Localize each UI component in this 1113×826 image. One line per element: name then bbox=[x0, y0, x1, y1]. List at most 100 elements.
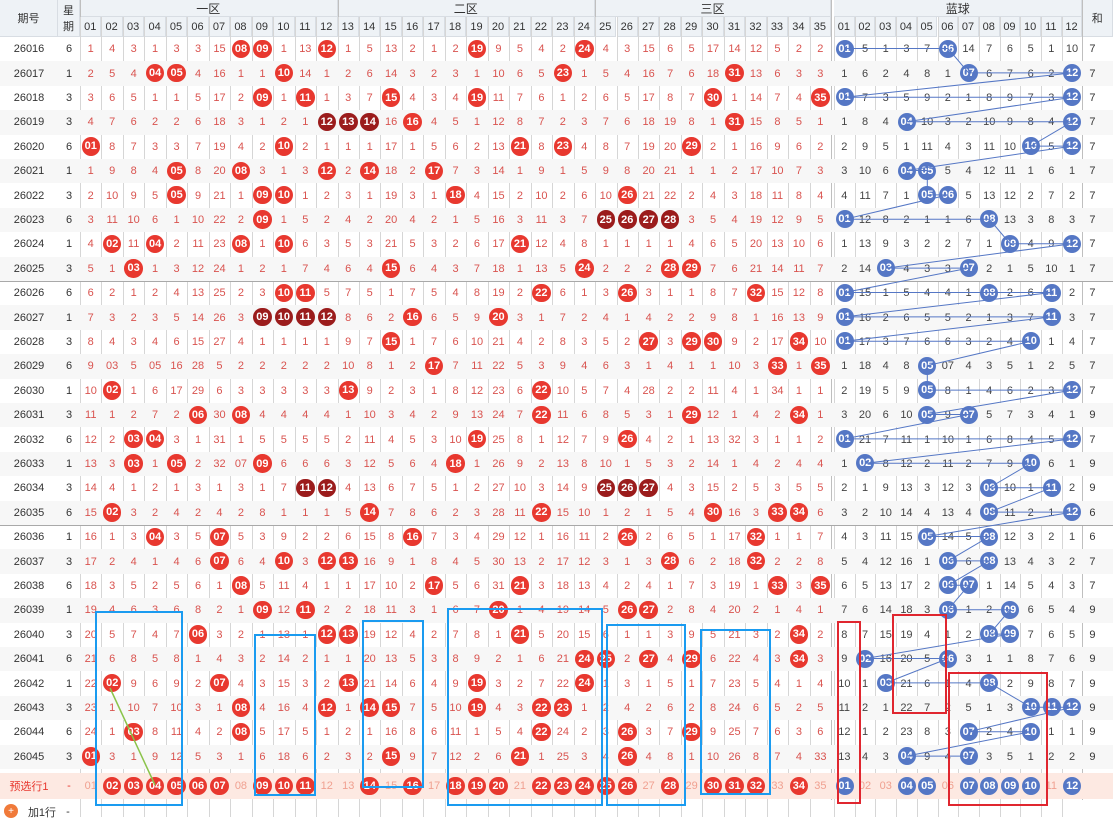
predict-blue-ball-09[interactable]: 09 bbox=[1001, 776, 1020, 795]
period-26038[interactable]: 26038 bbox=[13, 579, 45, 592]
period-26024[interactable]: 26024 bbox=[13, 238, 45, 251]
period-26021[interactable]: 26021 bbox=[13, 165, 45, 178]
predict-red-ball-28[interactable]: 28 bbox=[660, 776, 680, 795]
predict-blue-ball-05[interactable]: 05 bbox=[918, 776, 937, 795]
column-period-header[interactable]: 期号 bbox=[0, 0, 58, 37]
predict-red-num-08[interactable]: 08 bbox=[234, 780, 248, 792]
period-26030[interactable]: 26030 bbox=[13, 384, 45, 397]
predict-red-ball-20[interactable]: 20 bbox=[489, 776, 508, 795]
period-26018[interactable]: 26018 bbox=[13, 91, 45, 104]
red-miss-cell: 1 bbox=[667, 579, 674, 592]
predict-red-ball-07[interactable]: 07 bbox=[210, 776, 229, 795]
predict-red-ball-31[interactable]: 31 bbox=[725, 776, 744, 795]
predict-red-ball-09[interactable]: 09 bbox=[253, 776, 272, 795]
predict-blue-num-11[interactable]: 11 bbox=[1045, 780, 1058, 792]
predict-red-num-01[interactable]: 01 bbox=[84, 780, 97, 792]
predict-red-ball-18[interactable]: 18 bbox=[446, 776, 465, 795]
period-26039[interactable]: 26039 bbox=[13, 604, 45, 617]
period-26019[interactable]: 26019 bbox=[13, 116, 45, 129]
predict-red-num-21[interactable]: 21 bbox=[513, 780, 527, 792]
predict-red-ball-26[interactable]: 26 bbox=[618, 776, 637, 795]
red-miss-cell: 5 bbox=[645, 457, 652, 470]
period-26043[interactable]: 26043 bbox=[13, 701, 45, 714]
predict-red-num-27[interactable]: 27 bbox=[642, 780, 655, 792]
predict-red-ball-23[interactable]: 23 bbox=[553, 776, 573, 795]
blue-miss-cell: 4 bbox=[924, 628, 931, 641]
period-26036[interactable]: 26036 bbox=[13, 531, 45, 544]
period-26035[interactable]: 26035 bbox=[13, 506, 45, 519]
predict-red-ball-05[interactable]: 05 bbox=[167, 776, 186, 795]
predict-red-ball-25[interactable]: 25 bbox=[596, 776, 616, 795]
predict-red-ball-22[interactable]: 22 bbox=[532, 776, 551, 795]
blue-miss-cell: 7 bbox=[861, 91, 869, 104]
predict-red-ball-16[interactable]: 16 bbox=[403, 776, 422, 795]
predict-red-ball-04[interactable]: 04 bbox=[145, 776, 165, 795]
red-miss-cell: 4 bbox=[259, 555, 266, 568]
blue-miss-cell: 6 bbox=[882, 409, 889, 422]
predict-red-ball-02[interactable]: 02 bbox=[102, 776, 122, 795]
period-26031[interactable]: 26031 bbox=[13, 409, 45, 422]
red-miss-cell: 3 bbox=[259, 287, 266, 300]
predict-red-ball-19[interactable]: 19 bbox=[467, 776, 487, 795]
period-26032[interactable]: 26032 bbox=[13, 433, 45, 446]
red-miss-cell: 3 bbox=[388, 409, 395, 422]
add-row-label[interactable]: 加1行 bbox=[27, 807, 57, 819]
period-26026[interactable]: 26026 bbox=[13, 287, 45, 300]
predict-red-ball-34[interactable]: 34 bbox=[789, 776, 809, 795]
predict-row[interactable]: 预选行1-01 02 03 04 05 06 07 08 09 10 11 12 13 14 15 16 17 1… bbox=[0, 773, 1113, 799]
predict-blue-ball-08[interactable]: 08 bbox=[980, 776, 999, 795]
period-26041[interactable]: 26041 bbox=[13, 653, 45, 666]
predict-red-num-35[interactable]: 35 bbox=[814, 780, 827, 792]
predict-red-num-17[interactable]: 17 bbox=[427, 780, 441, 792]
predict-red-ball-32[interactable]: 32 bbox=[746, 776, 766, 795]
period-26045[interactable]: 26045 bbox=[13, 750, 45, 763]
predict-red-num-13[interactable]: 13 bbox=[342, 780, 355, 792]
predict-blue-num-06[interactable]: 06 bbox=[941, 780, 954, 792]
predict-red-ball-24[interactable]: 24 bbox=[575, 776, 594, 795]
period-26044[interactable]: 26044 bbox=[13, 726, 45, 739]
predict-red-num-12[interactable]: 12 bbox=[320, 780, 333, 792]
predict-row-label[interactable]: 预选行1 bbox=[9, 781, 49, 793]
red-miss-cell: 3 bbox=[109, 750, 116, 763]
predict-blue-ball-10[interactable]: 10 bbox=[1021, 776, 1040, 795]
period-26042[interactable]: 26042 bbox=[13, 677, 45, 690]
period-26027[interactable]: 26027 bbox=[13, 311, 45, 324]
predict-blue-ball-04[interactable]: 04 bbox=[897, 776, 916, 795]
blue-miss-cell: 3 bbox=[1068, 579, 1076, 592]
blue-miss-cell: 1 bbox=[924, 433, 931, 446]
predict-red-ball-11[interactable]: 11 bbox=[296, 776, 315, 795]
period-26037[interactable]: 26037 bbox=[13, 555, 45, 568]
period-26025[interactable]: 26025 bbox=[13, 262, 45, 275]
predict-blue-ball-07[interactable]: 07 bbox=[959, 776, 978, 795]
period-26029[interactable]: 26029 bbox=[13, 360, 45, 373]
predict-red-ball-30[interactable]: 30 bbox=[703, 776, 723, 795]
period-26020[interactable]: 26020 bbox=[13, 140, 45, 153]
period-26033[interactable]: 26033 bbox=[13, 457, 45, 470]
period-26023[interactable]: 26023 bbox=[13, 213, 45, 226]
period-26022[interactable]: 26022 bbox=[13, 189, 45, 202]
period-26028[interactable]: 26028 bbox=[13, 335, 45, 348]
period-26017[interactable]: 26017 bbox=[13, 67, 45, 80]
period-26040[interactable]: 26040 bbox=[13, 628, 45, 641]
predict-blue-num-03[interactable]: 03 bbox=[879, 780, 892, 792]
predict-red-num-15[interactable]: 15 bbox=[385, 780, 398, 792]
predict-blue-ball-01[interactable]: 01 bbox=[835, 776, 854, 795]
predict-red-ball-06[interactable]: 06 bbox=[188, 776, 208, 795]
period-26016[interactable]: 26016 bbox=[13, 43, 45, 56]
predict-red-num-33[interactable]: 33 bbox=[771, 780, 784, 792]
add-row[interactable]: + 加1行 - bbox=[0, 800, 1113, 826]
predict-red-ball-03[interactable]: 03 bbox=[124, 776, 143, 795]
blue-miss-cell: 1 bbox=[903, 189, 910, 202]
blue-ball: 02 bbox=[856, 649, 875, 668]
predict-red-ball-14[interactable]: 14 bbox=[360, 776, 379, 795]
red-miss-cell: 14 bbox=[556, 482, 569, 495]
red-ball: 27 bbox=[639, 478, 658, 498]
red-miss-cell: 3 bbox=[731, 189, 738, 202]
predict-red-ball-10[interactable]: 10 bbox=[274, 776, 294, 795]
period-26034[interactable]: 26034 bbox=[13, 482, 45, 495]
predict-blue-ball-12[interactable]: 12 bbox=[1063, 776, 1082, 795]
predict-blue-num-02[interactable]: 02 bbox=[858, 780, 872, 792]
add-row-icon[interactable]: + bbox=[4, 804, 18, 818]
red-miss-cell: 3 bbox=[323, 238, 330, 251]
predict-red-num-29[interactable]: 29 bbox=[685, 780, 698, 792]
